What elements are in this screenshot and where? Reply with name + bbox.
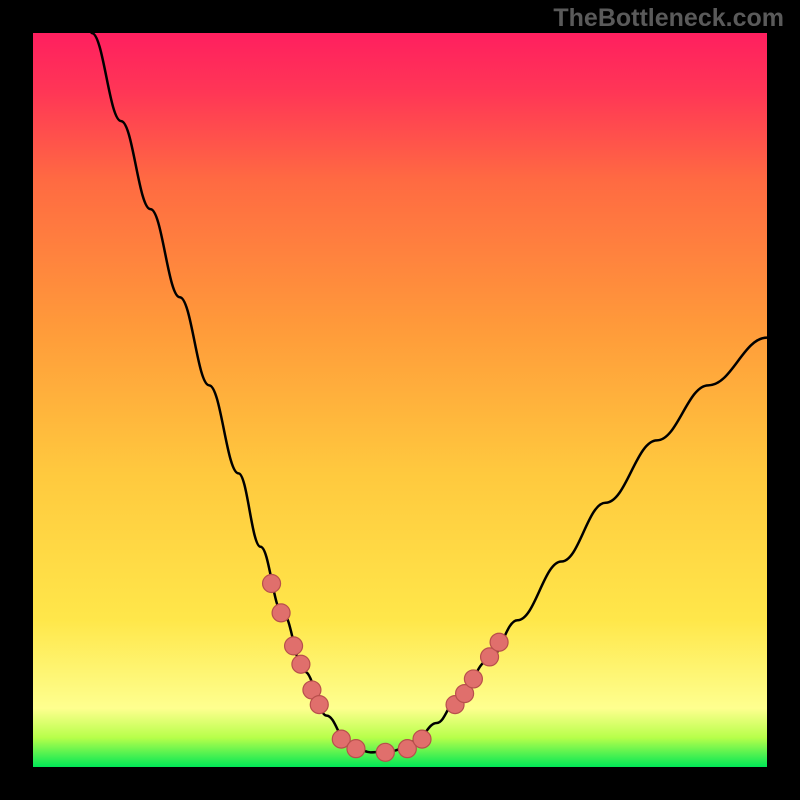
data-marker <box>263 575 281 593</box>
data-marker <box>272 604 290 622</box>
data-marker <box>310 696 328 714</box>
bottleneck-curve-chart <box>33 33 767 767</box>
chart-frame: TheBottleneck.com <box>0 0 800 800</box>
data-marker <box>347 740 365 758</box>
data-marker <box>376 743 394 761</box>
watermark-text: TheBottleneck.com <box>553 4 784 33</box>
data-marker <box>292 655 310 673</box>
data-marker <box>285 637 303 655</box>
gradient-background <box>33 33 767 767</box>
data-marker <box>464 670 482 688</box>
data-marker <box>413 730 431 748</box>
data-marker <box>490 633 508 651</box>
plot-area <box>33 33 767 767</box>
